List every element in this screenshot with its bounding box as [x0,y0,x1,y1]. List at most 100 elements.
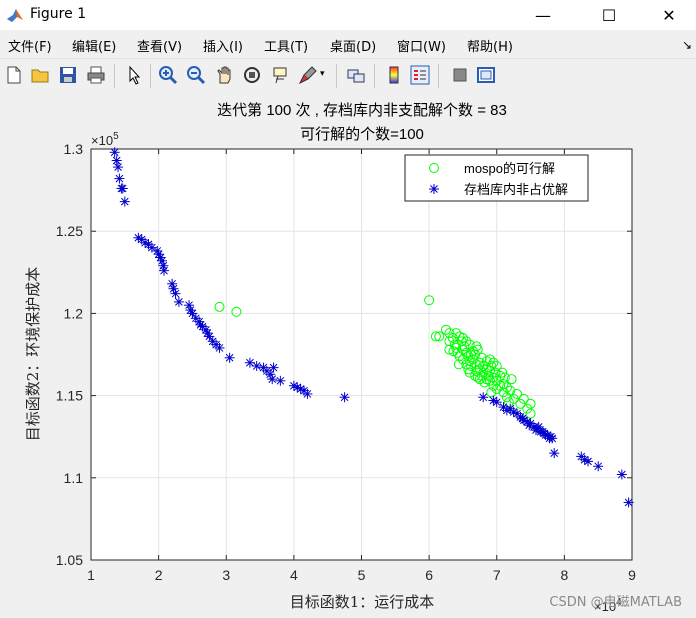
rotate-3d-icon[interactable] [242,65,262,85]
data-point-feasible [474,364,485,375]
menu-view[interactable]: 查看(V) [137,40,183,55]
watermark: CSDN @电磁MATLAB [549,595,682,610]
data-point-archive [488,395,499,406]
data-point-feasible [424,295,435,306]
scatter-chart[interactable]: 1 2 3 4 5 6 7 8 9 1.05 1.1 1.15 1.2 1.25 1.3 迭代第 100 … [0,93,696,618]
show-plot-tools-icon[interactable] [476,65,496,85]
close-button[interactable]: ✕ [646,0,692,30]
data-point-archive [146,242,157,253]
legend[interactable]: mospo的可行解 存档库内非占优解 [404,154,589,202]
data-point-feasible [488,372,499,383]
data-point-feasible [448,346,459,357]
data-point-feasible [499,372,510,383]
data-point-feasible [501,382,512,393]
toolbar-separator [374,64,375,88]
grid-lines [91,149,632,560]
data-point-archive [111,155,122,166]
data-point-feasible [525,408,536,419]
new-file-icon[interactable] [4,65,24,85]
pan-icon[interactable] [214,65,234,85]
data-point-archive [616,469,627,480]
data-point-feasible [488,380,499,391]
data-point-archive [158,260,169,271]
data-point-feasible [501,392,512,403]
data-point-archive [159,265,170,276]
zoom-out-icon[interactable] [186,65,206,85]
data-point-feasible [214,301,225,312]
zoom-in-icon[interactable] [158,65,178,85]
y-tick-label: 1.15 [56,388,83,404]
data-point-feasible [481,374,492,385]
maximize-button[interactable]: ☐ [586,0,632,30]
menu-window[interactable]: 窗口(W) [397,40,446,55]
data-point-feasible [466,349,477,360]
data-point-feasible [497,367,508,378]
data-point-archive [214,342,225,353]
x-exponent-label: ×104 [594,597,622,614]
data-point-archive [549,448,560,459]
data-point-archive [339,392,350,403]
x-tick-label: 7 [493,567,501,583]
legend-box [404,154,589,202]
data-point-archive [583,456,594,467]
data-point-feasible [522,403,533,414]
data-point-archive [155,252,166,263]
data-point-feasible [451,342,462,353]
menu-edit[interactable]: 编辑(E) [72,40,117,55]
link-icon[interactable] [346,65,366,85]
data-point-feasible [518,393,529,404]
data-point-feasible [464,339,475,350]
window-title-bar: Figure 1 — ☐ ✕ [0,0,696,30]
data-point-feasible [498,379,509,390]
data-point-feasible [491,384,502,395]
y-exponent-base: ×10 [91,133,113,148]
data-point-feasible [461,336,472,347]
x-tick-label: 9 [628,567,636,583]
brush-icon[interactable] [298,65,318,85]
data-point-feasible [515,398,526,409]
chart-title-line2: 可行解的个数=100 [300,126,424,143]
data-point-archive [170,288,181,299]
dock-arrow-icon[interactable]: ↘ [681,38,692,52]
data-point-feasible [470,349,481,360]
data-point-archive [224,352,235,363]
data-point-archive [113,162,124,173]
y-exponent-power: 5 [113,131,119,142]
open-folder-icon[interactable] [30,65,50,85]
toolbar-separator [114,64,115,88]
data-point-feasible [505,385,516,396]
menu-desktop[interactable]: 桌面(D) [330,40,377,55]
menu-tools[interactable]: 工具(T) [264,40,309,55]
toolbar-separator [336,64,337,88]
chart-title-line1: 迭代第 100 次 , 存档库内非支配解个数 = 83 [217,101,507,119]
data-point-feasible [457,333,468,344]
pointer-icon[interactable] [124,65,144,85]
data-point-feasible [231,306,242,317]
y-tick-label: 1.3 [64,141,84,157]
hide-plot-tools-icon[interactable] [450,65,470,85]
series-feasible [214,295,536,419]
data-point-feasible [503,397,514,408]
data-point-archive [544,433,555,444]
x-tick-label: 5 [358,567,366,583]
menu-insert[interactable]: 插入(I) [203,40,243,55]
legend-icon[interactable] [410,65,430,85]
brush-dropdown-icon[interactable]: ▾ [320,69,325,79]
legend-marker-feasible [429,163,439,173]
y-tick-label: 1.1 [64,470,84,486]
data-point-archive [524,420,535,431]
menu-help[interactable]: 帮助(H) [467,40,513,55]
data-point-feasible [491,361,502,372]
colorbar-icon[interactable] [384,65,404,85]
menu-file[interactable]: 文件(F) [8,40,52,55]
print-icon[interactable] [86,65,106,85]
data-point-feasible [484,354,495,365]
data-cursor-icon[interactable] [270,65,290,85]
data-point-archive [109,147,120,158]
series-archive [109,147,634,508]
data-point-feasible [525,398,536,409]
minimize-button[interactable]: — [520,0,566,30]
legend-label-feasible: mospo的可行解 [464,161,555,176]
save-icon[interactable] [58,65,78,85]
data-point-archive [167,278,178,289]
